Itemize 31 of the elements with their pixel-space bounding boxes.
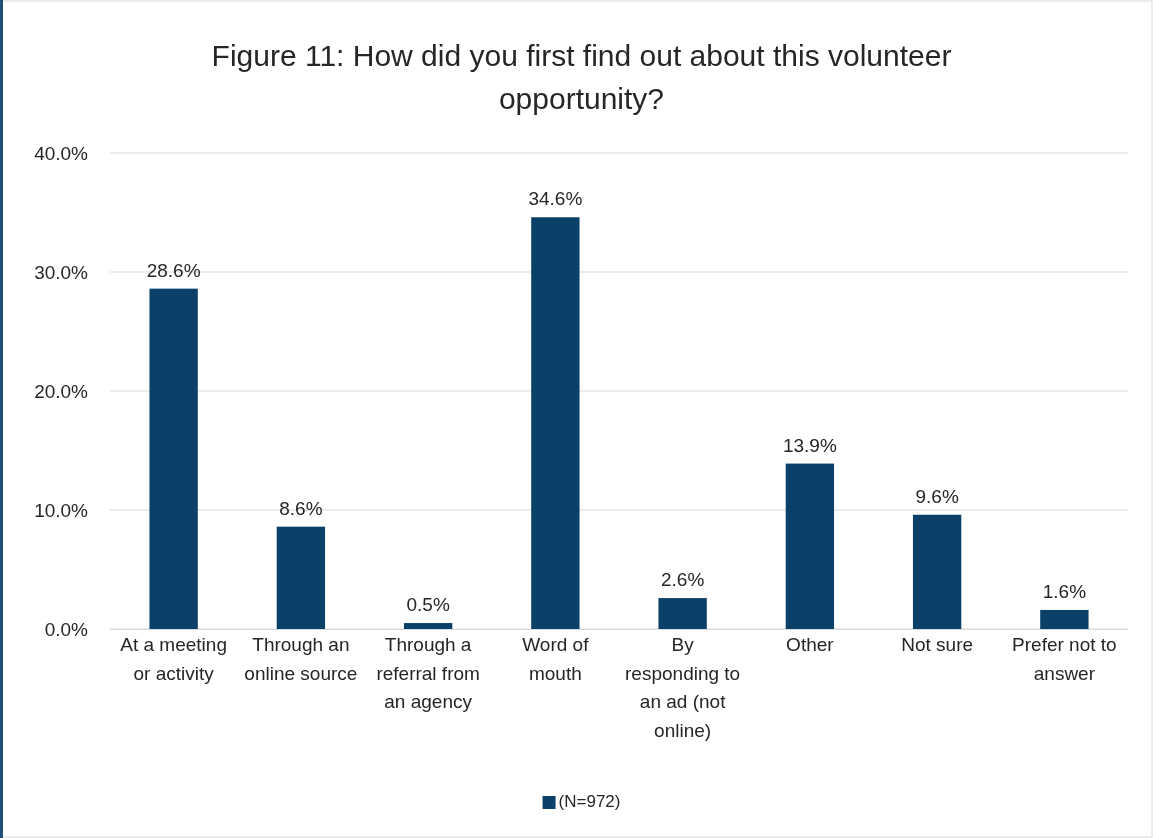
y-tick-label: 20.0% (34, 380, 89, 402)
data-label: 8.6% (279, 497, 323, 519)
data-label: 9.6% (915, 485, 959, 507)
y-tick-label: 40.0% (34, 142, 89, 164)
y-tick-label: 30.0% (34, 261, 89, 283)
bar (658, 598, 707, 629)
x-tick-label: At a meeting or activity (120, 634, 227, 684)
x-tick-label: Through a referral from an agency (376, 634, 480, 712)
data-label: 13.9% (782, 434, 837, 456)
data-label: 0.5% (406, 594, 450, 616)
bar (912, 514, 962, 629)
x-tick-label: Prefer not to answer (1012, 634, 1117, 684)
x-tick-label: Other (786, 634, 835, 655)
x-tick-label: Through an online source (244, 634, 358, 684)
legend-label: (N=972) (558, 792, 621, 811)
y-tick-label: 10.0% (34, 499, 89, 521)
bar (276, 526, 326, 629)
x-tick-label: By responding to an ad (not online) (625, 634, 741, 741)
data-label: 1.6% (1042, 580, 1087, 602)
bar (531, 217, 580, 629)
bar (785, 463, 835, 629)
bar (403, 623, 453, 629)
y-tick-label: 0.0% (44, 618, 89, 640)
x-tick-label: Not sure (901, 634, 974, 655)
x-tick-label: Word of mouth (522, 634, 590, 684)
data-label: 2.6% (660, 569, 705, 591)
bar (149, 288, 198, 629)
data-label: 34.6% (528, 188, 583, 210)
data-label: 28.6% (146, 259, 201, 281)
bar (1040, 609, 1089, 629)
chart-title: Figure 11: How did you first find out about this volunteer opportunity? (211, 39, 952, 115)
